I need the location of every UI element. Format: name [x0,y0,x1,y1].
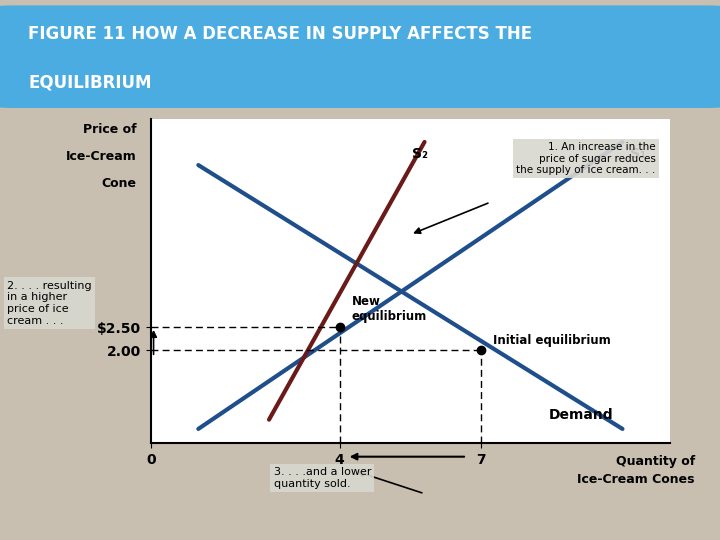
Text: Ice-Cream: Ice-Cream [66,150,137,163]
FancyBboxPatch shape [0,5,720,108]
Text: Ice-Cream Cones: Ice-Cream Cones [577,473,695,486]
Text: Price of: Price of [84,123,137,136]
Text: FIGURE 11 HOW A DECREASE IN SUPPLY AFFECTS THE: FIGURE 11 HOW A DECREASE IN SUPPLY AFFEC… [28,25,533,43]
Text: EQUILIBRIUM: EQUILIBRIUM [28,73,152,91]
Text: 1. An increase in the
price of sugar reduces
the supply of ice cream. . .: 1. An increase in the price of sugar red… [516,142,655,175]
Text: Quantity of: Quantity of [616,455,695,468]
Text: Demand: Demand [549,408,613,422]
Text: S₁: S₁ [629,146,646,160]
Text: New
equilibrium: New equilibrium [351,295,427,323]
Text: Initial equilibrium: Initial equilibrium [493,334,611,347]
Text: 3. . . .and a lower
quantity sold.: 3. . . .and a lower quantity sold. [274,467,371,489]
Text: Cone: Cone [102,177,137,190]
Text: S₂: S₂ [412,146,428,160]
Text: 2. . . . resulting
in a higher
price of ice
cream . . .: 2. . . . resulting in a higher price of … [7,281,92,326]
